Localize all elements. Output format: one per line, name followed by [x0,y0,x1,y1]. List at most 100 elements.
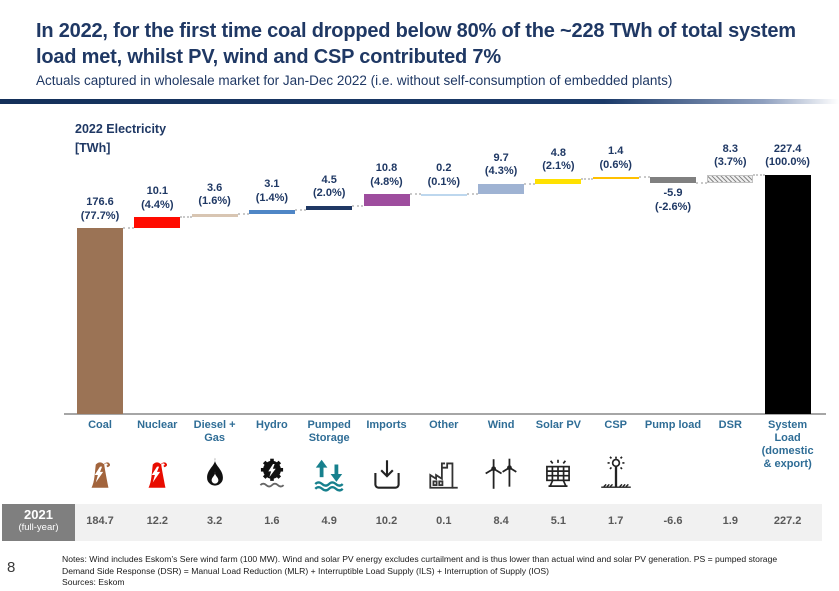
bar-value-line: 176.6 [86,196,114,209]
waterfall-bar-pump-load [650,177,696,184]
waterfall-bar-csp [592,177,639,179]
bar-value-label: 3.1 (1.4%) [232,178,312,205]
bar-value-line: 1.4 [608,145,624,158]
flame-icon [194,453,236,495]
connector-line [524,182,536,185]
bar-value-line: 8.3 [722,142,738,155]
chart-title: 2022 Electricity [75,122,167,136]
connector-line [123,227,135,230]
bar-value-label: 0.2 (0.1%) [404,162,484,189]
prior-year-value-csp: 1.7 [608,515,624,527]
nuclear-plant-icon [136,453,178,495]
prior-year-box: 2021 (full-year) [2,504,75,541]
bar-value-line: -5.9 [663,187,683,200]
prior-year-label: 2021 [24,507,53,522]
notes-line: Notes: Wind includes Eskom’s Sere wind f… [62,554,778,564]
category-label-system-load-domestic-export: System Load (domestic & export) [761,419,814,470]
bar-value-line: 10.8 [375,162,398,175]
prior-year-value-wind: 8.4 [493,515,509,527]
bar-value-label: 176.6 (77.7%) [60,196,140,223]
imports-icon [366,453,408,495]
bar-value-line: 4.5 [321,173,337,186]
category-label-pump-load: Pump load [644,419,702,431]
solar-panel-icon [537,453,579,495]
connector-line [466,193,479,196]
page-title: In 2022, for the first time coal dropped… [36,20,796,68]
chart-axis-title: 2022 Electricity [TWh] [75,120,166,158]
bar-value-label: 10.8 (4.8%) [347,162,427,189]
connector-line [352,204,364,207]
bar-value-label: 9.7 (4.3%) [461,152,541,179]
prior-year-value-imports: 10.2 [375,515,398,527]
bar-value-line: 0.2 [436,162,452,175]
connector-line [638,176,650,179]
notes-block: Notes: Wind includes Eskom’s Sere wind f… [62,554,834,589]
notes-line: Sources: Eskom [62,577,125,588]
bar-value-label: -5.9 (-2.6%) [633,187,713,214]
divider [0,99,839,104]
waterfall-bar-coal [77,228,123,414]
bar-value-line: (3.7%) [714,156,747,169]
notes-line: Demand Side Response (DSR) = Manual Load… [62,565,549,576]
wind-turbine-icon [480,453,522,495]
bar-value-line: (77.7%) [80,209,120,222]
connector-line [409,193,421,196]
waterfall-bar-wind [478,183,525,195]
bar-value-line: 10.1 [146,185,168,198]
waterfall-bar-other [420,194,467,196]
connector-line [581,177,593,180]
bar-value-label: 10.1 (4.4%) [117,185,197,212]
connector-line [696,182,708,185]
connector-line [294,209,307,212]
bar-value-line: (0.1%) [427,175,460,188]
bar-value-line: 3.1 [264,178,280,191]
category-label-dsr: DSR [718,419,742,431]
prior-year-value-nuclear: 12.2 [146,515,168,527]
waterfall-bar-dsr [707,174,754,184]
category-label-solar-pv: Solar PV [535,419,582,431]
prior-year-value-diesel-gas: 3.2 [206,515,223,527]
bar-value-line: (4.3%) [484,165,518,178]
category-label-other: Other [429,419,459,431]
prior-year-value-solar-pv: 5.1 [550,515,567,527]
bar-value-line: (4.8%) [370,175,403,188]
prior-year-value-coal: 184.7 [86,515,114,527]
waterfall-bar-pumped-storage [306,205,353,211]
connector-line [753,173,765,176]
prior-year-value-system-load-domestic-export: 227.2 [773,515,802,527]
coal-plant-icon [79,453,121,495]
category-label-hydro: Hydro [256,419,288,431]
page-number: 8 [7,559,16,576]
prior-year-value-hydro: 1.6 [264,515,280,527]
category-label-imports: Imports [366,419,407,431]
category-label-csp: CSP [604,419,627,431]
chart-unit-label: [TWh] [75,141,111,155]
category-label-nuclear: Nuclear [137,419,178,431]
bar-value-line: (4.4%) [141,198,174,211]
waterfall-bar-diesel-gas [191,213,238,218]
bar-value-label: 227.4 (100.0%) [748,143,828,170]
bar-value-label: 3.6 (1.6%) [175,182,255,209]
waterfall-bar-hydro [248,210,295,214]
bar-value-label: 4.5 (2.0%) [289,174,369,201]
prior-year-value-other: 0.1 [436,515,452,527]
bar-value-line: 3.6 [206,181,223,194]
bar-value-line: (2.0%) [312,187,346,200]
bar-value-line: (1.4%) [255,191,289,204]
bar-value-line: (100.0%) [765,156,810,169]
bar-value-line: 9.7 [493,151,509,164]
bar-value-label: 1.4 (0.6%) [576,145,656,172]
category-label-pumped-storage: Pumped Storage [307,419,351,444]
connector-line [237,212,249,215]
factory-icon [423,453,465,495]
category-label-diesel-gas: Diesel + Gas [193,419,236,444]
category-label-coal: Coal [88,419,112,431]
bar-value-line: (-2.6%) [654,200,692,213]
csp-tower-icon [595,453,637,495]
bar-value-line: 4.8 [550,146,567,159]
bar-value-line: 227.4 [773,142,802,155]
prior-year-value-pump-load: -6.6 [663,515,683,527]
waterfall-bar-system-load-domestic-export [764,174,811,414]
bar-value-label: 8.3 (3.7%) [690,143,770,170]
